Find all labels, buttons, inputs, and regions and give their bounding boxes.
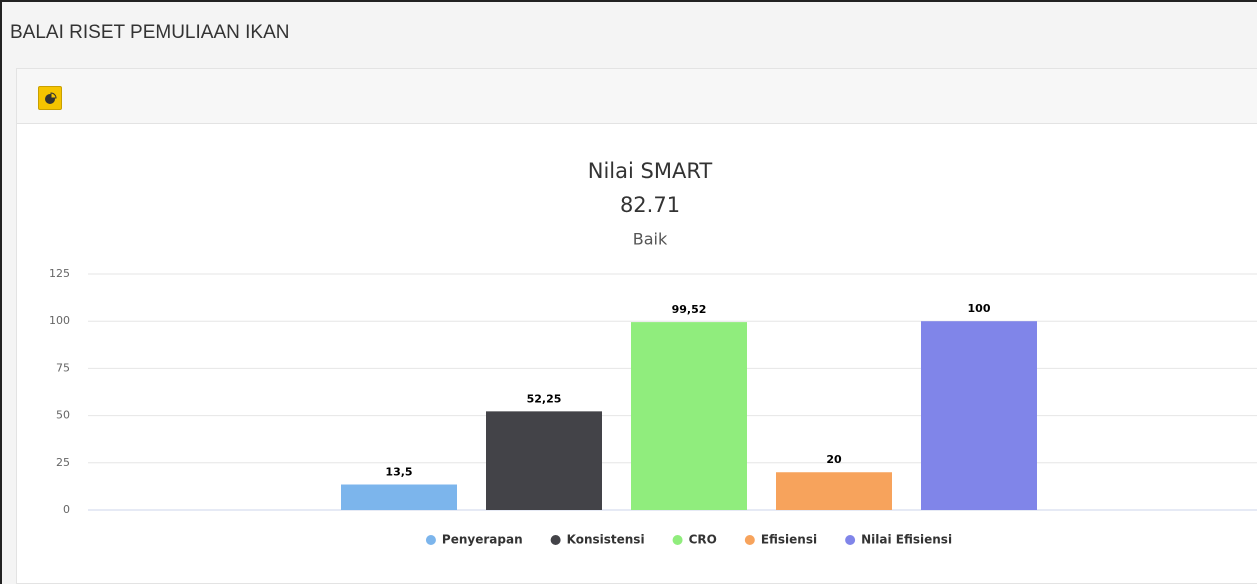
legend-label: Nilai Efisiensi: [861, 533, 952, 547]
y-tick-label: 125: [49, 267, 70, 280]
legend-label: Konsistensi: [567, 533, 645, 547]
chart-button[interactable]: [38, 86, 62, 110]
chart-title: Nilai SMART: [588, 159, 713, 183]
icon-shape: [50, 92, 57, 99]
legend-marker: [425, 535, 436, 545]
toolbar: [17, 69, 1257, 124]
data-label: 52,25: [527, 392, 562, 405]
pie-icon: [45, 92, 57, 104]
chart-title-value: 82.71: [620, 193, 680, 217]
y-tick-label: 50: [56, 409, 70, 422]
bar: [776, 472, 892, 510]
bar: [921, 321, 1037, 510]
legend-marker: [744, 535, 755, 545]
y-tick-label: 100: [49, 314, 70, 327]
data-label: 13,5: [385, 466, 412, 479]
y-tick-label: 0: [63, 503, 70, 516]
bar: [631, 322, 747, 510]
bar: [341, 484, 457, 510]
data-label: 20: [826, 453, 842, 466]
legend-label: Penyerapan: [442, 533, 523, 547]
page-title: BALAI RISET PEMULIAAN IKAN: [10, 22, 290, 43]
data-label: 100: [968, 302, 991, 315]
y-tick-label: 75: [56, 361, 70, 374]
chart-subtitle: Baik: [633, 230, 668, 249]
y-tick-label: 25: [56, 456, 70, 469]
legend-marker: [672, 535, 683, 545]
data-label: 99,52: [672, 303, 707, 316]
legend-marker: [550, 535, 561, 545]
legend-label: CRO: [689, 533, 717, 547]
bar: [486, 411, 602, 510]
legend-label: Efisiensi: [761, 533, 817, 547]
legend-marker: [845, 535, 856, 545]
